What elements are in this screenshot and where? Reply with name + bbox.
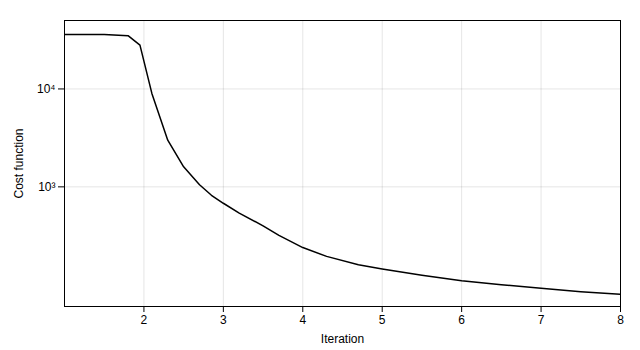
svg-text:Iteration: Iteration bbox=[321, 332, 364, 346]
svg-text:10³: 10³ bbox=[38, 180, 55, 194]
svg-text:4: 4 bbox=[299, 313, 306, 327]
svg-text:5: 5 bbox=[379, 313, 386, 327]
svg-text:10⁴: 10⁴ bbox=[37, 82, 56, 96]
svg-text:7: 7 bbox=[538, 313, 545, 327]
svg-text:6: 6 bbox=[458, 313, 465, 327]
svg-text:3: 3 bbox=[220, 313, 227, 327]
svg-text:Cost function: Cost function bbox=[12, 128, 26, 198]
svg-text:2: 2 bbox=[141, 313, 148, 327]
svg-text:8: 8 bbox=[617, 313, 624, 327]
